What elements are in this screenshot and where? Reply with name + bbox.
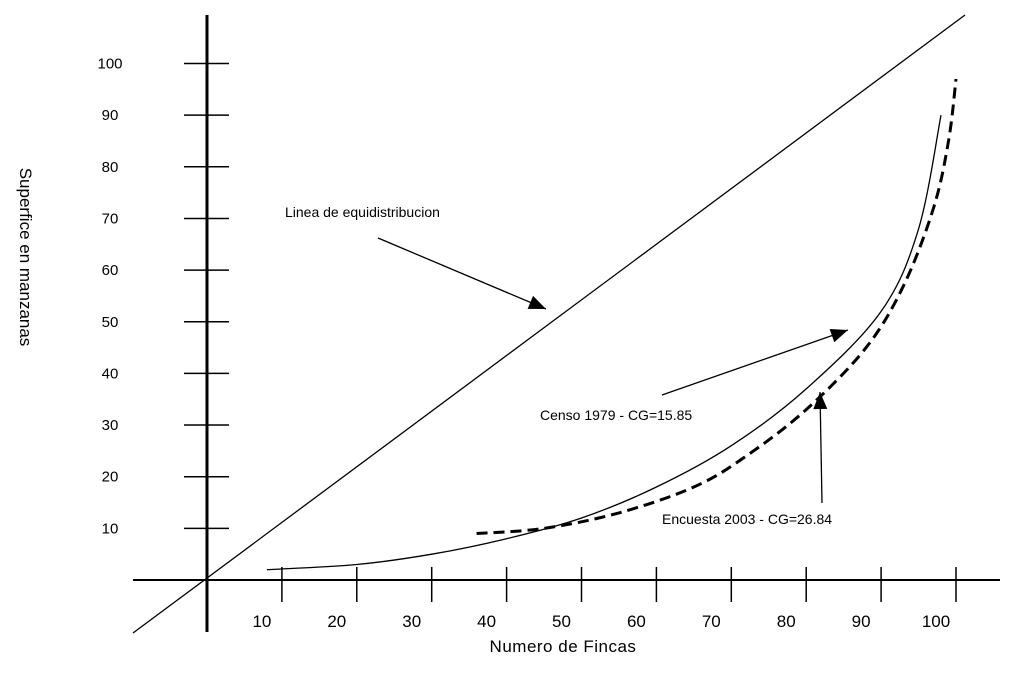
- x-axis-ticks: 10 20 30 40 50 60 70 80 90 100: [252, 567, 957, 631]
- x-tick-label: 10: [252, 612, 271, 631]
- encuesta-2003-curve: [476, 78, 958, 535]
- y-tick-label: 40: [102, 365, 119, 382]
- y-tick-label: 90: [102, 107, 119, 124]
- y-tick-label: 10: [102, 520, 119, 537]
- equidistribution-arrow-shaft: [377, 237, 547, 310]
- y-axis-title: Superfice en manzanas: [16, 168, 35, 347]
- y-tick-label: 30: [102, 417, 119, 434]
- equidistribution-line: [132, 14, 966, 634]
- x-axis-title: Numero de Fincas: [490, 637, 637, 656]
- y-axis-ticks: 10 20 30 40 50 60 70 80 90 100: [97, 56, 229, 537]
- encuesta-arrow: [813, 391, 828, 504]
- x-tick-label: 30: [402, 612, 421, 631]
- y-tick-label: 20: [102, 469, 119, 486]
- censo-arrow: [661, 329, 849, 396]
- y-tick-label: 100: [97, 56, 122, 73]
- annotations: Linea de equidistribucion Censo 1979 - CG…: [285, 204, 849, 527]
- axes: [133, 15, 1000, 632]
- x-tick-label: 80: [777, 612, 796, 631]
- y-tick-label: 70: [102, 210, 119, 227]
- y-tick-label: 60: [102, 262, 119, 279]
- equidistribution-arrow-head: [527, 295, 546, 309]
- x-tick-label: 90: [852, 612, 871, 631]
- encuesta-arrow-shaft: [819, 391, 823, 504]
- encuesta-arrow-head: [813, 392, 828, 410]
- equidistribution-arrow: [377, 237, 547, 310]
- x-tick-label: 70: [702, 612, 721, 631]
- x-tick-label: 50: [552, 612, 571, 631]
- y-tick-label: 80: [102, 159, 119, 176]
- censo-label: Censo 1979 - CG=15.85: [540, 407, 692, 423]
- x-tick-label: 100: [922, 612, 950, 631]
- equidistribution-label: Linea de equidistribucion: [285, 204, 440, 220]
- censo-arrow-head: [829, 329, 848, 343]
- y-tick-label: 50: [102, 314, 119, 331]
- censo-arrow-shaft: [661, 329, 849, 396]
- x-tick-label: 40: [477, 612, 496, 631]
- censo-1979-curve: [266, 114, 942, 571]
- x-tick-label: 60: [627, 612, 646, 631]
- encuesta-label: Encuesta 2003 - CG=26.84: [662, 511, 832, 527]
- series-layer: [132, 14, 966, 634]
- x-tick-label: 20: [327, 612, 346, 631]
